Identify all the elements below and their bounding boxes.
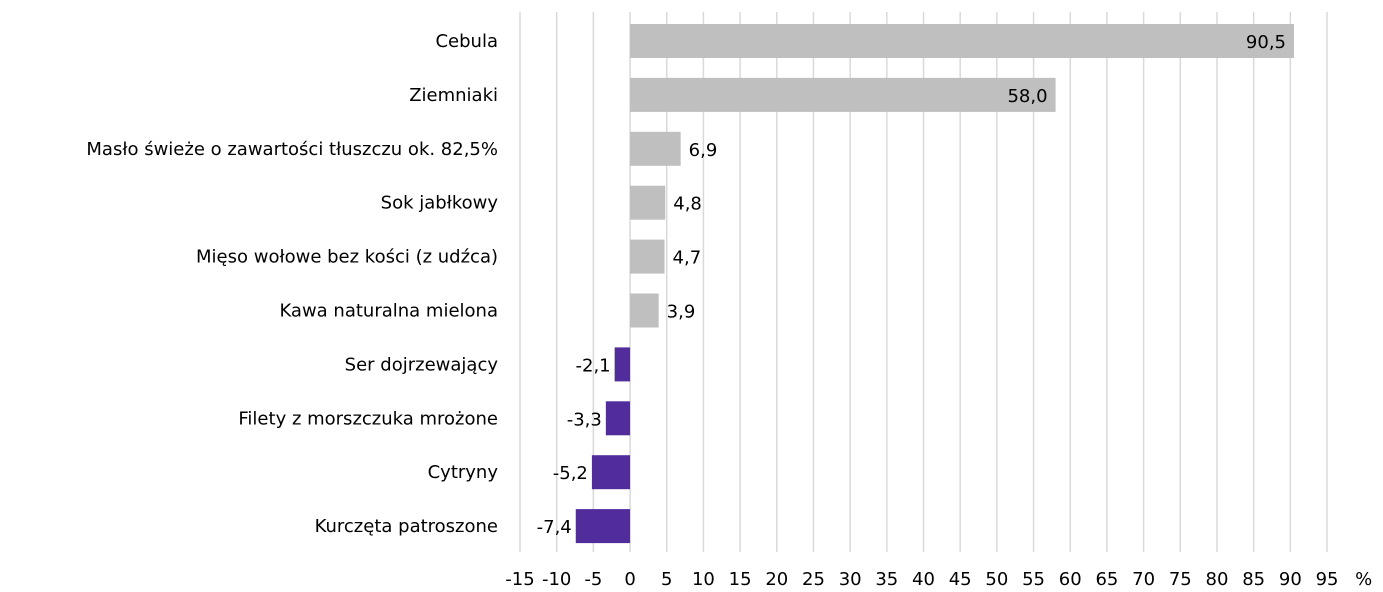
x-tick-label: 95 — [1316, 569, 1339, 590]
x-tick-label: 65 — [1095, 569, 1118, 590]
value-label: -5,2 — [553, 463, 588, 484]
value-label: 4,7 — [673, 248, 702, 269]
x-tick-label: -15 — [505, 569, 534, 590]
value-label: -2,1 — [576, 355, 611, 376]
x-tick-label: 30 — [839, 569, 862, 590]
x-tick-label: 60 — [1059, 569, 1082, 590]
category-label: Ser dojrzewający — [345, 354, 499, 375]
category-label: Cytryny — [428, 462, 499, 483]
value-label: -3,3 — [567, 409, 602, 430]
value-label: 3,9 — [667, 302, 696, 323]
bar — [630, 239, 665, 274]
category-label: Filety z morszczuka mrożone — [238, 408, 498, 429]
bar — [630, 185, 666, 220]
bar — [575, 509, 631, 544]
bar — [630, 131, 681, 166]
x-tick-label: -5 — [584, 569, 602, 590]
x-tick-label: 90 — [1279, 569, 1302, 590]
value-label: 6,9 — [689, 140, 718, 161]
x-tick-label: 45 — [949, 569, 972, 590]
value-label: 90,5 — [1246, 32, 1286, 53]
value-label: 4,8 — [673, 194, 702, 215]
category-label: Kurczęta patroszone — [315, 516, 498, 537]
bar — [614, 347, 631, 382]
category-label: Masło świeże o zawartości tłuszczu ok. 8… — [86, 139, 498, 160]
x-tick-label: % — [1355, 569, 1372, 590]
bar — [630, 24, 1295, 58]
category-label: Sok jabłkowy — [381, 193, 499, 214]
category-label: Mięso wołowe bez kości (z udźca) — [196, 247, 498, 268]
bar — [605, 401, 631, 436]
x-tick-label: 20 — [765, 569, 788, 590]
x-tick-label: 35 — [875, 569, 898, 590]
category-label: Ziemniaki — [409, 85, 498, 106]
category-label: Cebula — [435, 31, 498, 52]
bar — [630, 77, 1056, 112]
bar — [591, 455, 631, 490]
value-label: -7,4 — [537, 517, 572, 538]
category-label: Kawa naturalna mielona — [279, 301, 498, 322]
x-tick-label: 25 — [802, 569, 825, 590]
x-tick-label: 10 — [692, 569, 715, 590]
x-tick-label: 0 — [624, 569, 635, 590]
x-tick-label: 55 — [1022, 569, 1045, 590]
x-tick-label: 85 — [1242, 569, 1265, 590]
value-label: 58,0 — [1007, 86, 1047, 107]
x-tick-label: 80 — [1206, 569, 1229, 590]
x-tick-label: 70 — [1132, 569, 1155, 590]
x-tick-label: 40 — [912, 569, 935, 590]
x-tick-label: -10 — [542, 569, 571, 590]
x-tick-label: 50 — [985, 569, 1008, 590]
x-tick-label: 15 — [729, 569, 752, 590]
x-tick-label: 5 — [661, 569, 672, 590]
x-tick-label: 75 — [1169, 569, 1192, 590]
bar — [630, 293, 659, 328]
